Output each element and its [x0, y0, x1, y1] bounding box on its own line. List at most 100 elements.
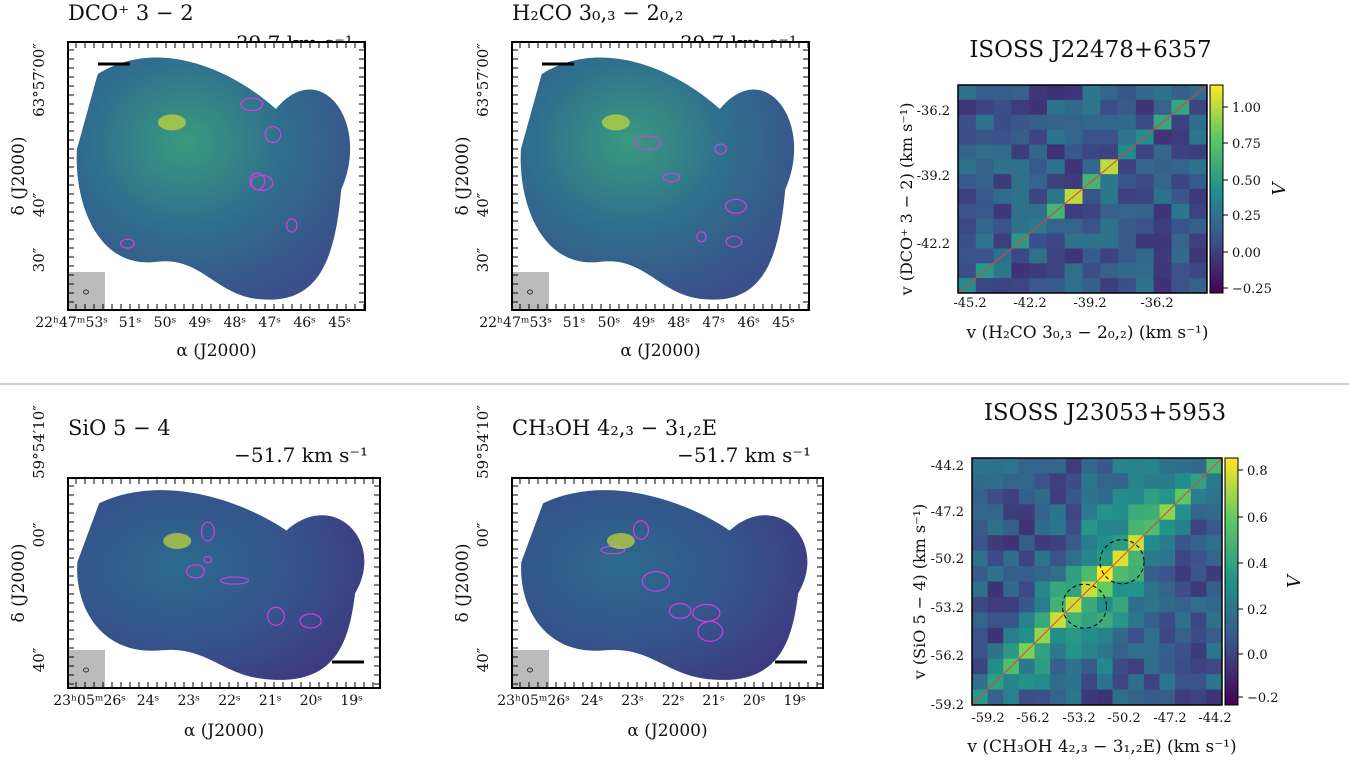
heatmap-cell [1143, 689, 1160, 706]
y-tick-label: -56.2 [931, 649, 964, 664]
heatmap-cell [1135, 85, 1155, 101]
x-tick-label: 51ˢ [563, 315, 586, 331]
x-tick-label: 20ˢ [300, 693, 323, 709]
heatmap-cell [993, 278, 1012, 294]
heatmap-cell [975, 248, 995, 264]
heatmap-cell [1097, 627, 1114, 644]
x-tick-label: 51ˢ [119, 315, 142, 331]
heatmap-cell [1175, 596, 1192, 613]
heatmap-cell [1018, 674, 1035, 691]
heatmap-cell [1034, 643, 1051, 660]
heatmap-cell [1206, 473, 1223, 490]
x-tick-label: 49ˢ [189, 315, 212, 331]
heatmap-cell [987, 581, 1004, 598]
heatmap-cell [1112, 643, 1129, 660]
contour [240, 97, 264, 112]
heatmap-cell [1159, 488, 1176, 505]
heatmap-cell [1190, 643, 1207, 660]
heatmap-cell [1011, 203, 1030, 220]
heatmap-cell [958, 129, 977, 145]
heatmap-cell [1171, 85, 1190, 101]
heatmap-cell [993, 114, 1012, 131]
heatmap-cell [975, 174, 995, 190]
heatmap-cell [1143, 488, 1160, 505]
heatmap-cell [987, 689, 1004, 706]
heatmap-cell [1050, 519, 1067, 536]
colorbar-tick-label: 0.50 [1232, 174, 1261, 189]
heatmap-cell [1081, 519, 1098, 536]
heatmap-cell [1118, 174, 1137, 190]
heatmap-cell [1018, 473, 1035, 490]
heatmap-cell [1046, 85, 1066, 101]
heatmap-cell [1175, 535, 1192, 552]
y-tick-label: 59°54′10″ [30, 405, 48, 479]
heatmap-cell [1064, 278, 1083, 294]
heatmap-cell [1050, 550, 1067, 567]
heatmap-cell [1046, 144, 1066, 160]
colorbar-tick-label: 1.00 [1232, 101, 1261, 116]
heatmap-cell [958, 85, 977, 101]
heatmap-cell [1189, 159, 1208, 175]
heatmap-cell [1112, 689, 1129, 706]
heatmap-cell [1003, 596, 1020, 613]
heatmap-cell [1081, 473, 1098, 490]
heatmap-cell [1206, 674, 1223, 691]
heatmap-cell [1153, 174, 1172, 190]
heatmap-cell [1153, 189, 1172, 205]
heatmap-cell [1112, 473, 1129, 490]
heatmap-cell [1206, 658, 1223, 675]
x-tick-label: -39.2 [1073, 296, 1106, 311]
heatmap-cell [1050, 643, 1067, 660]
heatmap-cell [1189, 144, 1208, 160]
beam [527, 289, 533, 295]
heatmap-cell [1206, 643, 1223, 660]
heatmap-cell [1065, 488, 1082, 505]
heatmap-cell [1135, 263, 1155, 279]
heatmap-cell [1118, 233, 1137, 249]
heatmap-cell [1143, 535, 1160, 552]
heatmap-cell [1159, 473, 1176, 490]
heatmap-cell [1034, 550, 1051, 567]
y-tick-label: 30″ [474, 247, 492, 272]
map-title: DCO⁺ 3 − 2 [68, 1, 194, 25]
heatmap-cell [975, 159, 995, 175]
heatmap-cell [1081, 643, 1098, 660]
beam [527, 667, 533, 673]
heatmap-cell [1189, 129, 1208, 145]
heatmap-cell [1082, 278, 1101, 294]
heatmap-cell [1034, 658, 1051, 675]
heatmap-cell [1112, 596, 1129, 613]
heatmap-cell [1029, 189, 1048, 205]
heatmap-cell [1206, 504, 1223, 521]
heatmap-cell [1003, 627, 1020, 644]
heatmap-cell [1190, 612, 1207, 629]
heatmap-cell [1118, 99, 1137, 116]
heatmap-cell [1189, 174, 1208, 190]
heatmap-cell [972, 596, 989, 613]
contour [724, 198, 747, 214]
x-axis-label: v (H₂CO 3₀,₃ − 2₀,₂) (km s⁻¹) [965, 323, 1208, 343]
heatmap-cell [1065, 689, 1082, 706]
heatmap-cell [1135, 203, 1155, 220]
heatmap-cell [1135, 174, 1155, 190]
map-title: H₂CO 3₀,₃ − 2₀,₂ [512, 1, 683, 25]
heatmap-cell [958, 189, 977, 205]
heatmap-cell [1128, 643, 1145, 660]
heatmap-cell [1143, 612, 1160, 629]
heatmap-cell [972, 519, 989, 536]
heatmap-cell [1029, 85, 1048, 101]
heatmap-cell [1112, 581, 1129, 598]
x-tick-label: 22ʰ47ᵐ53ˢ [479, 315, 552, 331]
heatmap-cell [1159, 581, 1176, 598]
heatmap-cell [1003, 458, 1020, 474]
heatmap-cell [1171, 174, 1190, 190]
heatmap-cell [1029, 144, 1048, 160]
heatmap-cell [1190, 627, 1207, 644]
heatmap-cell [1128, 566, 1145, 582]
heatmap-cell [993, 189, 1012, 205]
heatmap-cell [1003, 612, 1020, 629]
x-tick-label: 21ˢ [259, 693, 282, 709]
heatmap-cell [1065, 519, 1082, 536]
heatmap-cell [1128, 596, 1145, 613]
x-tick-label: 20ˢ [743, 693, 766, 709]
